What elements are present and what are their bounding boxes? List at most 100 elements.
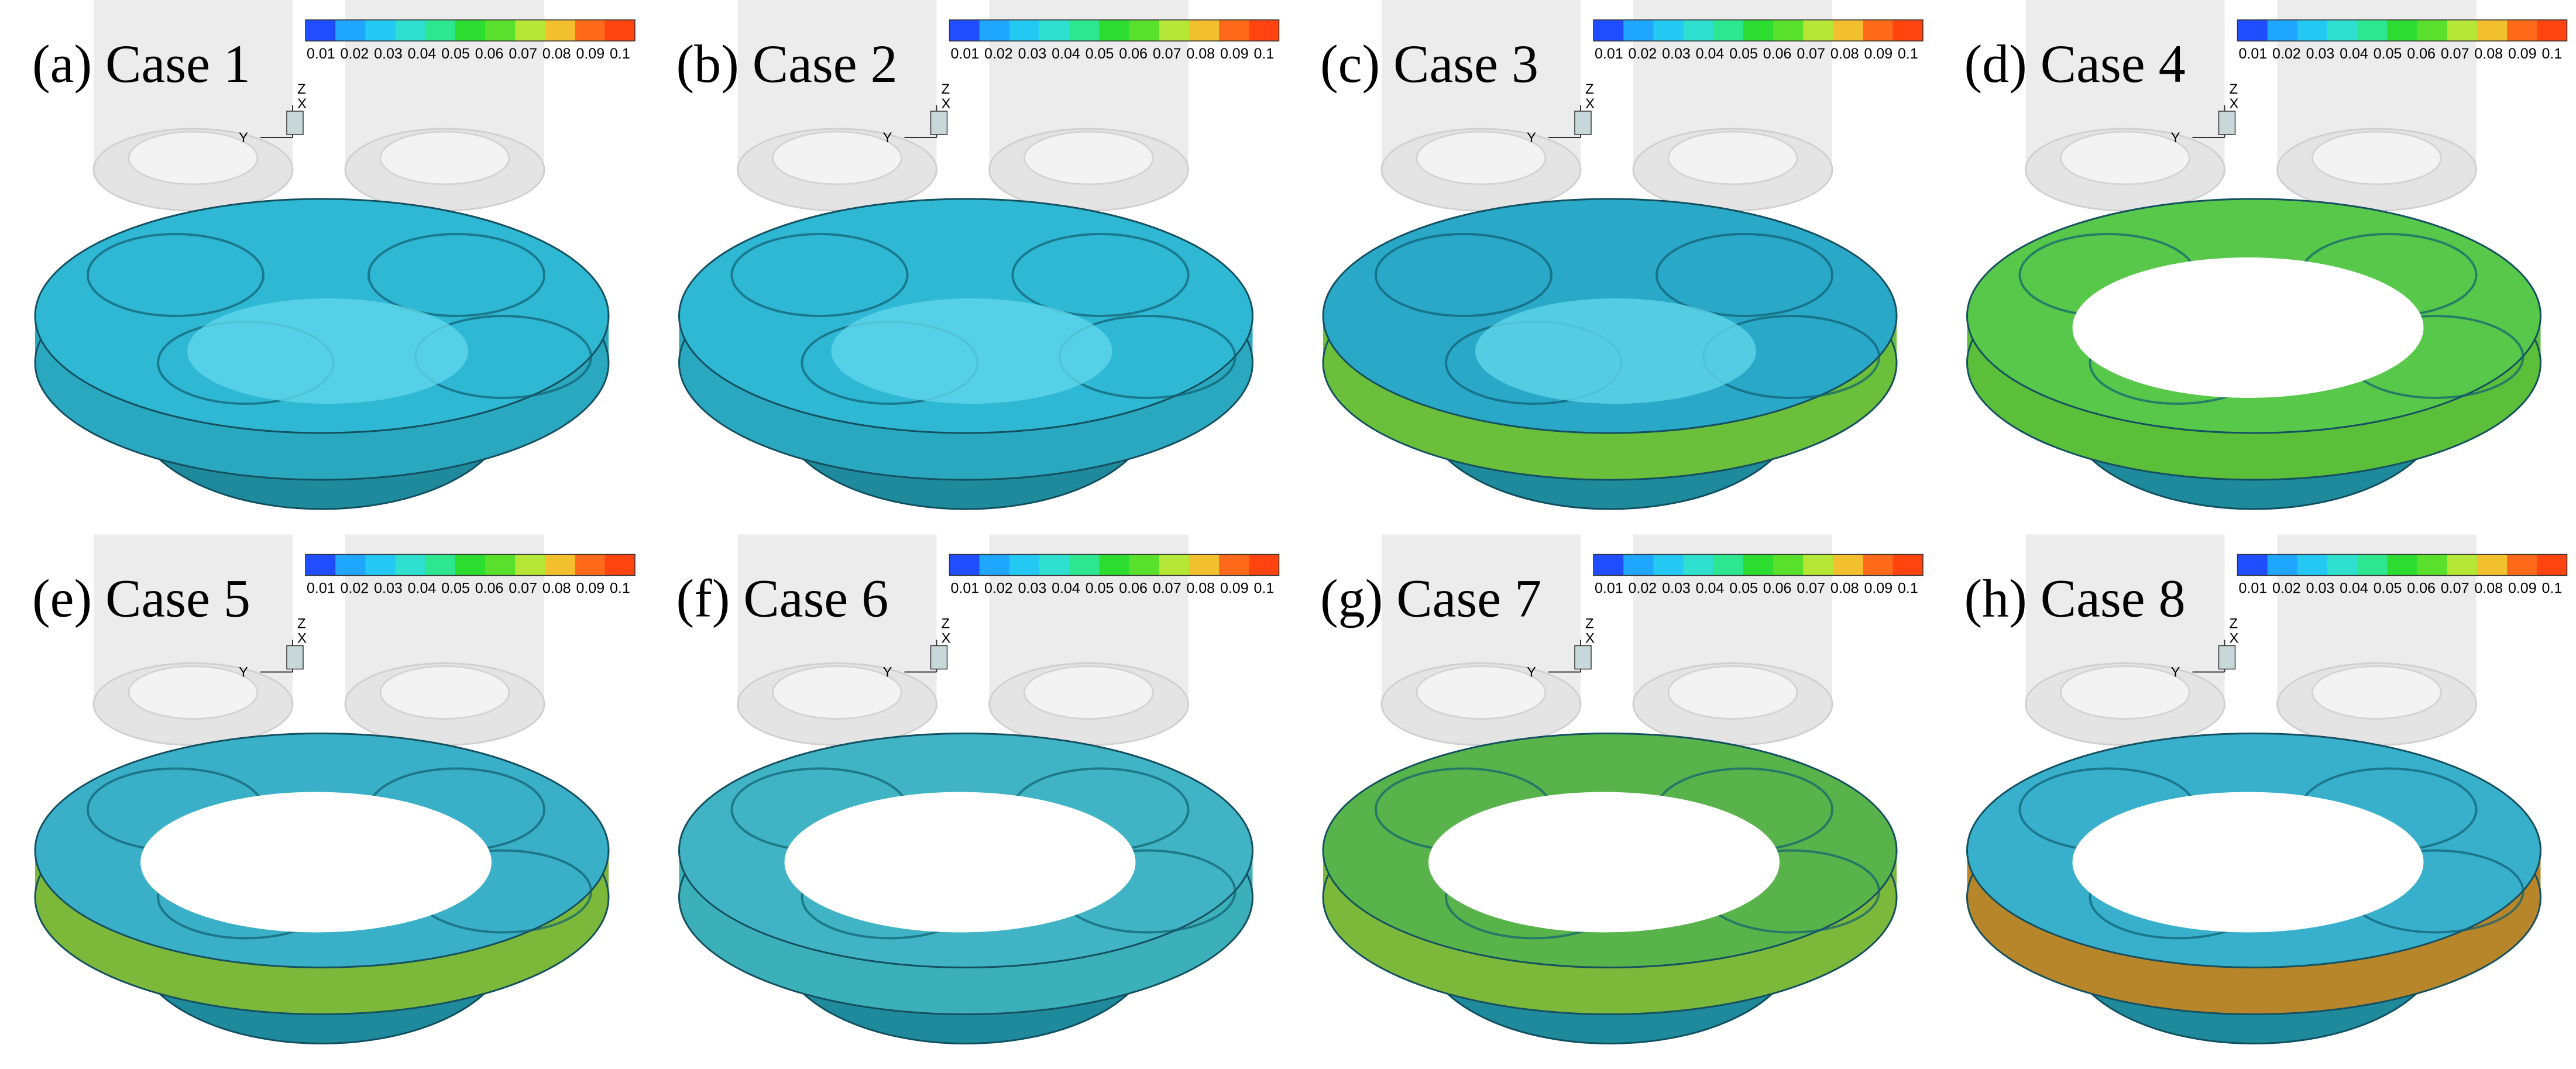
colorbar-label: 0.1 — [610, 46, 630, 62]
valve — [1011, 233, 1190, 317]
colorbar-label: 0.06 — [2407, 580, 2436, 597]
colorbar-swatch — [2537, 20, 2567, 41]
colorbar-label: 0.08 — [1186, 46, 1215, 62]
axis-z: Z — [1585, 616, 1594, 632]
colorbar-label: 0.05 — [1729, 580, 1758, 597]
colorbar-swatch — [2477, 554, 2508, 576]
colorbar-swatch — [575, 20, 606, 41]
panel: (a) Case 1 0.01 0.02 0.03 0.04 0.05 0.06 0.07 0.… — [32, 0, 636, 510]
axis-z: Z — [942, 616, 950, 632]
colorbar-label: 0.03 — [1018, 46, 1047, 62]
colorbar-label: 0.1 — [2542, 580, 2563, 597]
axis-y: Y — [239, 130, 248, 146]
colorbar-swatch — [1773, 554, 1804, 576]
colorbar-label: 0.07 — [1797, 46, 1825, 62]
colorbar-label: 0.07 — [2441, 46, 2469, 62]
colorbar-label: 0.03 — [1662, 46, 1691, 62]
colorbar-swatch — [1039, 554, 1070, 576]
colorbar-swatch — [455, 554, 486, 576]
colorbar-swatch — [1863, 20, 1894, 41]
colorbar-swatch — [1743, 20, 1774, 41]
surface — [831, 298, 1112, 404]
colorbar-label: 0.04 — [1696, 580, 1725, 597]
colorbar-frame — [1593, 554, 1924, 576]
colorbar-swatch — [1833, 554, 1864, 576]
colorbar-label: 0.1 — [1254, 580, 1275, 597]
colorbar-swatch — [604, 20, 636, 41]
colorbar-label: 0.01 — [2239, 580, 2268, 597]
pipe-inner — [1416, 130, 1547, 185]
colorbar-swatch — [2237, 554, 2268, 576]
colorbar-swatch — [2417, 20, 2448, 41]
colorbar-swatch — [2507, 554, 2537, 576]
colorbar-swatch — [305, 20, 336, 41]
colorbar-label: 0.05 — [2374, 46, 2402, 62]
colorbar-swatch — [2297, 554, 2328, 576]
panel-label: (a) Case 1 — [32, 34, 250, 94]
colorbar-swatch — [1219, 20, 1249, 41]
pipe-inner — [128, 130, 259, 185]
hole — [140, 792, 492, 933]
colorbar-swatch — [1189, 554, 1220, 576]
axis-z: Z — [1585, 81, 1594, 97]
colorbar-swatch — [1159, 20, 1190, 41]
colorbar-swatch — [1069, 554, 1100, 576]
colorbar-label: 0.02 — [984, 46, 1013, 62]
valve — [730, 233, 909, 317]
axis-box — [1574, 645, 1592, 670]
colorbar-swatch — [949, 20, 980, 41]
axis-box — [2218, 111, 2236, 135]
hole — [2072, 792, 2424, 933]
colorbar-label: 0.01 — [1595, 46, 1623, 62]
colorbar-swatch — [1803, 554, 1833, 576]
panel: (c) Case 3 0.01 0.02 0.03 0.04 0.05 0.06 0.07 0.… — [1320, 0, 1924, 510]
colorbar-label: 0.09 — [1220, 46, 1249, 62]
colorbar-swatch — [1713, 20, 1744, 41]
colorbar-swatch — [2327, 20, 2358, 41]
hole — [2072, 257, 2424, 398]
axis-box — [286, 111, 304, 135]
colorbar-swatch — [395, 20, 426, 41]
colorbar-swatch — [2477, 20, 2508, 41]
colorbar-label: 0.03 — [374, 580, 403, 597]
pipe-inner — [2311, 665, 2442, 720]
colorbar-label: 0.03 — [2306, 580, 2335, 597]
colorbar-label: 0.03 — [1018, 580, 1047, 597]
colorbar-swatch — [485, 554, 516, 576]
pipe-inner — [2311, 130, 2442, 185]
colorbar-swatch — [1099, 20, 1130, 41]
colorbar-swatch — [1623, 20, 1654, 41]
hole — [784, 792, 1136, 933]
axis-z: Z — [2230, 81, 2238, 97]
colorbar-label: 0.06 — [1763, 580, 1792, 597]
colorbar-label: 0.04 — [408, 580, 437, 597]
panel-label: (e) Case 5 — [32, 569, 250, 628]
axis-box — [930, 645, 948, 670]
axis-y: Y — [1527, 665, 1536, 680]
pipe-inner — [1667, 665, 1798, 720]
panel: (d) Case 4 0.01 0.02 0.03 0.04 0.05 0.06 0.07 0.… — [1964, 0, 2568, 510]
colorbar-label: 0.09 — [1220, 580, 1249, 597]
valve — [1655, 233, 1833, 317]
colorbar-label: 0.01 — [2239, 46, 2268, 62]
pipe-inner — [379, 130, 510, 185]
colorbar-label: 0.01 — [307, 580, 335, 597]
colorbar-label: 0.07 — [1797, 580, 1825, 597]
colorbar-swatch — [1803, 20, 1833, 41]
colorbar-label: 0.08 — [542, 580, 571, 597]
colorbar-label: 0.01 — [951, 580, 980, 597]
colorbar-swatch — [485, 20, 516, 41]
colorbar-label: 0.08 — [2474, 46, 2503, 62]
colorbar-label: 0.05 — [441, 580, 470, 597]
axis-y: Y — [239, 665, 248, 680]
colorbar-label: 0.08 — [2474, 580, 2503, 597]
pipe-inner — [1667, 130, 1798, 185]
colorbar-label: 0.07 — [1153, 46, 1181, 62]
colorbar-label: 0.07 — [2441, 580, 2469, 597]
axis-box — [286, 645, 304, 670]
colorbar-label: 0.04 — [1696, 46, 1725, 62]
colorbar-swatch — [1683, 554, 1714, 576]
axis-z: Z — [297, 616, 306, 632]
axis-x: X — [942, 96, 951, 112]
